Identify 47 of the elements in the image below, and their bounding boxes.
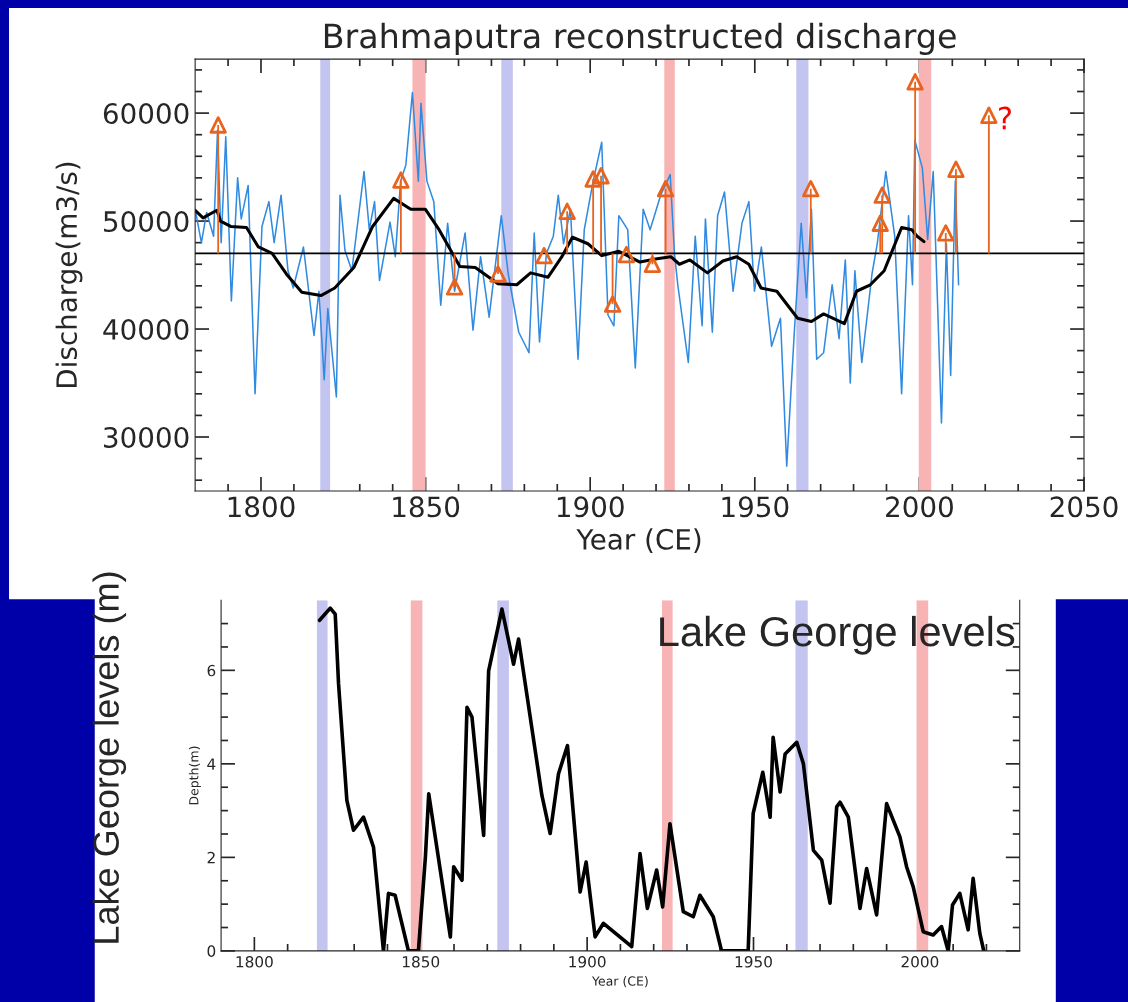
point: [980, 106, 998, 124]
text: Lake George levels (m): [92, 572, 127, 943]
x-tick-label: 1800: [228, 496, 295, 518]
x-tick-label: 1850: [402, 956, 440, 968]
y-tick-label: 40000: [103, 318, 189, 340]
x-tick-label: 1900: [557, 496, 624, 518]
y-axis-title: Discharge(m3/s): [55, 162, 83, 388]
point: [392, 171, 410, 189]
x-tick-label: 2000: [901, 956, 939, 968]
chart-title: Brahmaputra reconstructed discharge: [324, 22, 956, 55]
point: [558, 202, 576, 221]
point: [643, 255, 662, 273]
y-axis-title: Depth(m): [188, 746, 201, 805]
point: [656, 180, 675, 198]
point: [947, 160, 965, 178]
point: [209, 116, 227, 134]
point: [603, 295, 622, 313]
point: [617, 245, 636, 264]
x-tick-label: 1950: [735, 956, 772, 968]
y-tick-label: 60000: [103, 103, 189, 125]
point: [489, 265, 507, 283]
point: [937, 224, 955, 242]
y-tick-label: 4: [207, 758, 216, 770]
x-tick-label: 1950: [722, 496, 789, 518]
annotation: ?: [999, 106, 1011, 130]
y-tick-label: 30000: [104, 426, 189, 448]
point: [906, 73, 924, 91]
y-tick-label: 50000: [104, 211, 189, 233]
x-tick-label: 2000: [886, 496, 953, 518]
line-series: [195, 91, 960, 467]
x-tick-label: 1850: [393, 496, 460, 518]
point: [584, 170, 602, 188]
point: [802, 180, 820, 198]
y-tick-label: 0: [207, 945, 216, 957]
point: [871, 214, 889, 232]
x-tick-label: 1800: [236, 956, 273, 968]
x-tick-label: 1900: [569, 956, 606, 968]
y-tick-label: 2: [207, 851, 215, 864]
y-tick-label: 6: [207, 664, 216, 677]
chart-title: Lake George levels: [660, 615, 1015, 655]
x-tick-label: 2050: [1050, 496, 1118, 518]
point: [445, 278, 464, 296]
point: [873, 186, 891, 204]
point: [592, 167, 610, 185]
x-axis-title: Year (CE): [576, 528, 701, 554]
point: [535, 246, 553, 265]
x-axis-title: Year (CE): [591, 976, 648, 988]
